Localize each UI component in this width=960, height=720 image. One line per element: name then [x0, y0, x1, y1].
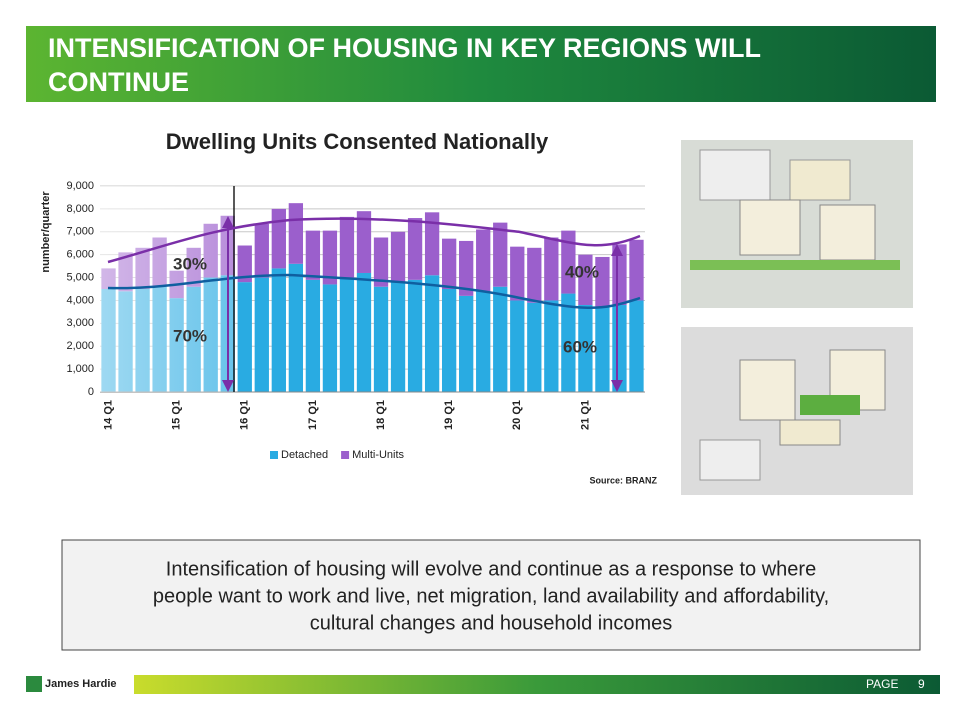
bar-segment [373, 286, 389, 392]
page-number: 9 [918, 677, 925, 691]
bar-segment [424, 275, 440, 392]
legend: Detached Multi-Units [270, 449, 405, 461]
header-bar [26, 26, 936, 102]
bar-segment [595, 307, 610, 392]
y-tick-label: 7,000 [66, 226, 94, 238]
y-tick-label: 8,000 [66, 203, 94, 215]
bar-segment [544, 237, 559, 301]
body-text: people want to work and live, net migrat… [153, 585, 829, 607]
bar-segment [339, 216, 355, 278]
text-box [61, 539, 921, 651]
footer-bar [134, 675, 940, 694]
x-tick-label: 18 Q1 [375, 400, 387, 430]
legend-swatch [341, 451, 350, 459]
bar-segment [373, 237, 389, 287]
legend-label: Multi-Units [352, 449, 404, 461]
bar-segment [390, 282, 406, 392]
bar-segment [441, 238, 457, 289]
y-tick-label: 2,000 [66, 340, 94, 352]
bar-segment [527, 247, 542, 303]
bar-segment [578, 254, 593, 306]
bar-segment [493, 286, 508, 392]
bar-segment [271, 208, 286, 269]
legend-label: Detached [281, 449, 328, 461]
y-tick-label: 0 [88, 386, 94, 398]
bar-segment [390, 231, 406, 283]
header-title: INTENSIFICATION OF HOUSING IN KEY REGION… [48, 33, 761, 63]
x-tick-label: 17 Q1 [307, 400, 319, 430]
bar-segment [356, 211, 372, 273]
bar-segment [254, 277, 269, 392]
x-tick-label: 16 Q1 [239, 400, 251, 430]
annotation: 40% [565, 262, 599, 281]
header-title: CONTINUE [48, 67, 189, 97]
bar-segment [407, 279, 423, 392]
brand: James Hardie [45, 678, 117, 690]
source: Source: BRANZ [589, 475, 657, 485]
bar-segment [476, 291, 491, 392]
y-tick-label: 5,000 [66, 271, 94, 283]
y-tick-label: 9,000 [66, 180, 94, 192]
bar-segment [612, 244, 627, 306]
x-tick-label: 20 Q1 [511, 400, 523, 430]
bar-segment [441, 289, 457, 392]
bar-segment [254, 223, 269, 278]
logo-mark [26, 676, 42, 692]
bar-segment [305, 230, 321, 280]
x-tick-label: 15 Q1 [171, 400, 183, 430]
annotation: 60% [563, 337, 597, 356]
bar-segment [476, 229, 491, 292]
bar-segment [527, 302, 542, 392]
page-label: PAGE [866, 677, 898, 691]
bar-segment [237, 282, 252, 392]
y-tick-label: 6,000 [66, 249, 94, 261]
arrows [227, 222, 618, 386]
x-tick-label: 21 Q1 [579, 400, 591, 430]
x-tick-label: 19 Q1 [443, 400, 455, 430]
illustration [681, 140, 913, 495]
bar-segment [459, 295, 474, 392]
bar-segment [424, 212, 440, 276]
trend-line [107, 273, 641, 309]
body-text: Intensification of housing will evolve a… [166, 558, 816, 580]
bar-segment [561, 293, 576, 392]
bar-segment [288, 263, 304, 392]
annotation: 70% [173, 326, 207, 345]
y-tick-label: 3,000 [66, 317, 94, 329]
bar-segment [595, 256, 610, 308]
bar-segment [578, 305, 593, 392]
bar-segment [629, 300, 644, 392]
bar-segment [510, 300, 525, 392]
chart-title: Dwelling Units Consented Nationally [166, 129, 549, 154]
bar-segment [305, 279, 321, 392]
bar-segment [612, 305, 627, 392]
bar-segment [544, 300, 559, 392]
x-tick-label: 14 Q1 [102, 400, 114, 430]
bar-segment [271, 268, 286, 392]
bar-segment [237, 245, 252, 283]
y-tick-label: 1,000 [66, 363, 94, 375]
bar-segment [561, 230, 576, 294]
bar-segment [493, 222, 508, 287]
y-axis-label: number/quarter [40, 191, 52, 273]
body-text: cultural changes and household incomes [310, 612, 672, 634]
bar-segment [322, 230, 338, 285]
trend-line [107, 217, 641, 264]
y-tick-label: 4,000 [66, 294, 94, 306]
annotation: 30% [173, 254, 207, 273]
bar-segment [459, 240, 474, 296]
bar-segment [356, 272, 372, 392]
bar-segment [339, 277, 355, 392]
bar-segment [407, 218, 423, 280]
bar-segment [288, 203, 304, 264]
bar-segment [510, 246, 525, 301]
arrow-heads [222, 216, 623, 392]
legend-swatch [270, 451, 278, 459]
bar-segment [629, 239, 644, 301]
bar-segment [322, 284, 338, 392]
